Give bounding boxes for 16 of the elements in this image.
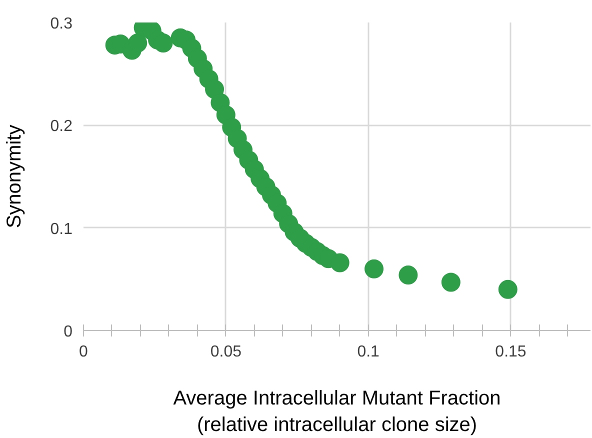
y-tick-label: 0.1 bbox=[50, 220, 73, 238]
x-tick-label: 0.1 bbox=[357, 344, 380, 360]
point bbox=[128, 34, 148, 53]
y-tick-label: 0 bbox=[64, 324, 73, 340]
y-tick-label: 0.2 bbox=[50, 118, 73, 136]
point bbox=[441, 272, 460, 292]
point bbox=[498, 280, 518, 299]
x-tick-label: 0.05 bbox=[210, 344, 242, 360]
point bbox=[364, 259, 384, 278]
x-axis-title: Average Intracellular Mutant Fraction (relative intracellular clone size) bbox=[173, 388, 501, 436]
point bbox=[330, 253, 350, 272]
y-tick-label: 0.3 bbox=[50, 16, 73, 32]
x-tick-label: 0 bbox=[79, 344, 88, 360]
point bbox=[398, 266, 418, 285]
x-tick-label: 0.15 bbox=[495, 344, 526, 360]
y-axis-title: Synonymity bbox=[3, 124, 26, 228]
